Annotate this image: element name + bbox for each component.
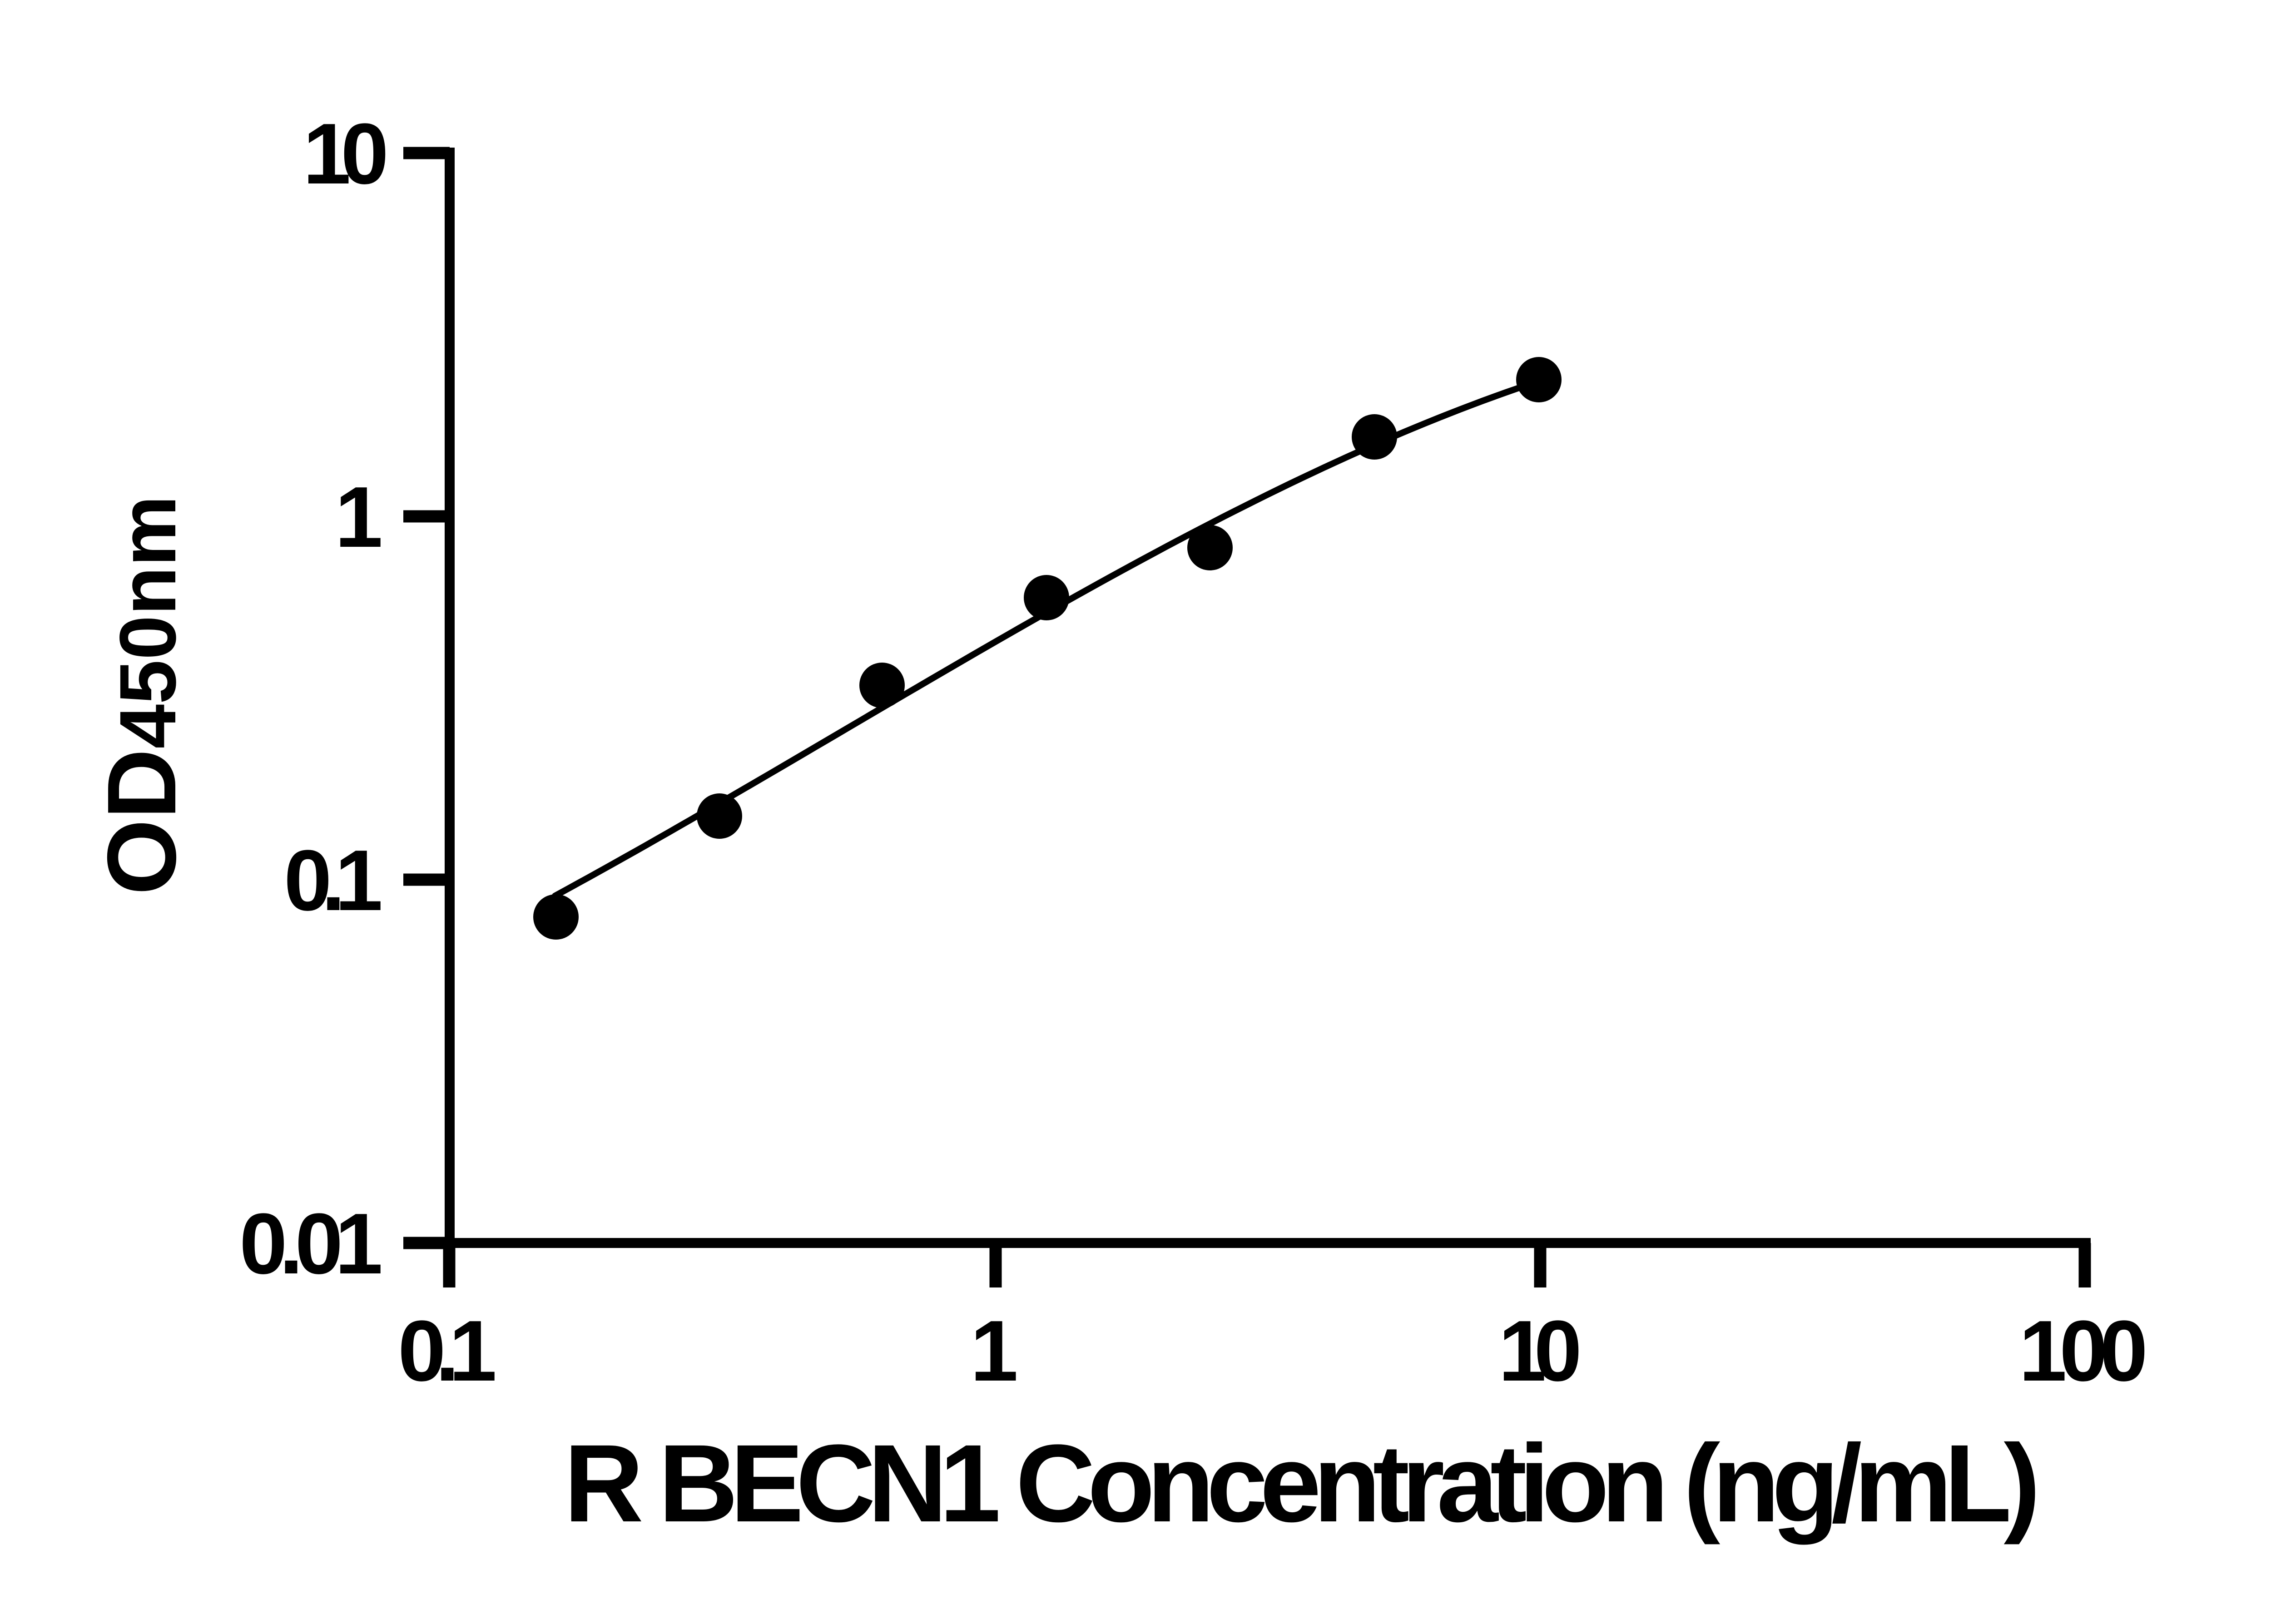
svg-text:0.01: 0.01 bbox=[239, 1196, 383, 1292]
svg-text:OD450nm: OD450nm bbox=[87, 495, 196, 895]
svg-text:10: 10 bbox=[1498, 1303, 1582, 1399]
svg-text:R BECN1 Concentration (ng/mL): R BECN1 Concentration (ng/mL) bbox=[564, 1422, 2041, 1545]
svg-text:100: 100 bbox=[2019, 1303, 2148, 1399]
svg-text:1: 1 bbox=[335, 469, 383, 565]
svg-text:1: 1 bbox=[970, 1303, 1018, 1399]
svg-text:10: 10 bbox=[303, 106, 389, 202]
svg-text:0.1: 0.1 bbox=[398, 1303, 497, 1399]
svg-text:0.1: 0.1 bbox=[284, 832, 383, 929]
